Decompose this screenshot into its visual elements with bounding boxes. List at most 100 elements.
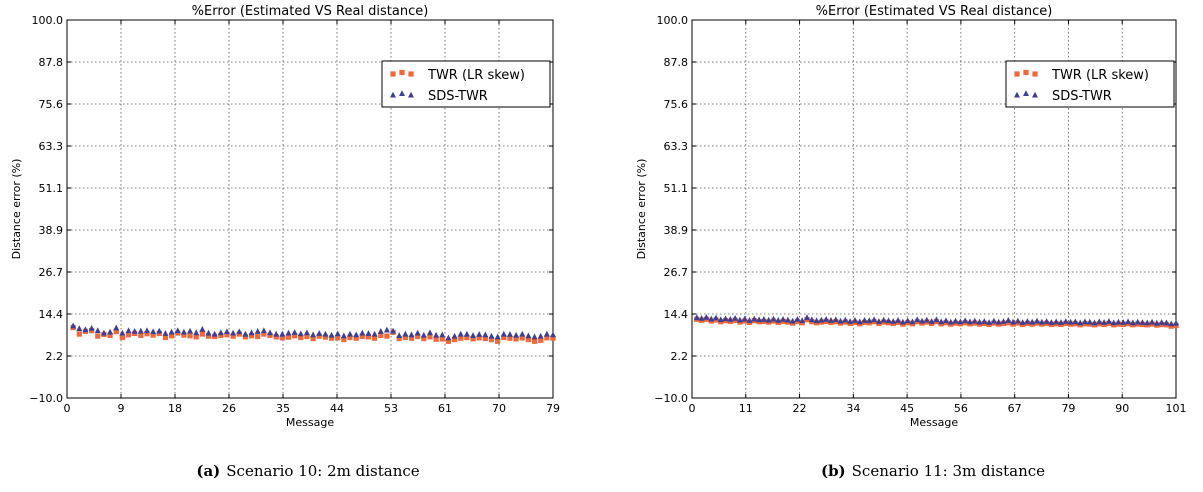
twr-point: [255, 333, 261, 340]
sds-twr-point: [371, 330, 378, 337]
sds-twr-point: [899, 318, 906, 325]
y-tick-label: 100.0: [32, 14, 64, 27]
sds-twr-point: [938, 318, 945, 325]
x-tick-label: 67: [1008, 402, 1022, 415]
sds-twr-point: [794, 316, 801, 322]
twr-point: [464, 334, 470, 341]
sds-twr-point: [236, 328, 243, 335]
sds-twr-point: [942, 317, 949, 324]
sds-twr-point: [823, 316, 830, 322]
x-tick-label: 45: [900, 402, 914, 415]
twr-point: [328, 335, 335, 341]
legend-marker-twr: [399, 69, 405, 76]
caption-a: (a) Scenario 10: 2m distance: [196, 462, 419, 480]
sds-twr-point: [717, 316, 724, 323]
sds-twr-point: [827, 317, 834, 323]
x-tick-label: 70: [492, 402, 506, 415]
legend-marker-sds-twr: [390, 91, 396, 98]
x-tick-label: 9: [118, 402, 125, 415]
twr-point: [205, 333, 212, 339]
sds-twr-point: [494, 333, 501, 340]
twr-point: [495, 338, 501, 344]
twr-point: [181, 332, 187, 338]
x-tick-label: 79: [1061, 402, 1075, 415]
sds-twr-point: [818, 316, 825, 323]
sds-twr-point: [693, 314, 700, 321]
twr-point: [421, 335, 427, 342]
plot-frame: [691, 19, 1177, 399]
twr-point: [353, 335, 359, 341]
sds-twr-point: [880, 316, 887, 323]
sds-twr-point: [962, 317, 969, 324]
legend-marker-sds-twr: [408, 91, 414, 98]
sds-twr-point: [162, 330, 169, 336]
sds-twr-point: [310, 331, 317, 338]
legend-label-sds-twr: SDS-TWR: [428, 89, 488, 104]
sds-twr-point: [205, 329, 212, 336]
caption-b: (b) Scenario 11: 3m distance: [821, 462, 1045, 480]
twr-point: [261, 331, 267, 337]
sds-twr-point: [297, 330, 304, 337]
sds-twr-point: [230, 329, 237, 336]
sds-twr-point: [131, 328, 138, 334]
twr-point: [242, 334, 249, 340]
sds-twr-point: [1000, 318, 1007, 324]
twr-point: [322, 334, 328, 340]
sds-twr-point: [279, 330, 286, 337]
x-tick-label: 26: [222, 402, 236, 415]
sds-twr-point: [365, 330, 372, 336]
sds-twr-point: [291, 329, 298, 335]
y-tick-label: 2.2: [671, 350, 689, 363]
twr-point: [150, 332, 156, 338]
sds-twr-point: [1029, 318, 1036, 325]
twr-point: [439, 336, 445, 342]
x-tick-label: 79: [546, 402, 560, 415]
sds-twr-point: [751, 315, 758, 322]
twr-point: [384, 333, 390, 339]
x-axis-label: Message: [910, 416, 958, 429]
y-tick-label: 87.8: [664, 56, 689, 69]
sds-twr-point: [70, 322, 77, 329]
sds-twr-point: [732, 314, 739, 321]
sds-twr-point: [1043, 318, 1050, 324]
sds-twr-point: [193, 329, 200, 336]
twr-point: [298, 334, 304, 341]
y-tick-label: 51.1: [664, 182, 689, 195]
sds-twr-point: [396, 332, 403, 338]
y-tick-label: 14.4: [39, 308, 64, 321]
sds-twr-point: [1057, 319, 1064, 325]
legend: TWR (LR skew) SDS-TWR: [1005, 60, 1175, 108]
twr-point: [168, 333, 175, 339]
legend-marker-twr: [390, 71, 396, 77]
sds-twr-point: [1139, 319, 1146, 325]
sds-twr-point: [107, 328, 114, 335]
sds-twr-point: [1081, 318, 1088, 325]
x-axis-label: Message: [286, 416, 334, 429]
sds-twr-point: [971, 317, 978, 324]
twr-point: [162, 334, 169, 341]
sds-twr-point: [928, 318, 935, 324]
y-tick-label: 38.9: [664, 224, 689, 237]
sds-twr-point: [1019, 319, 1026, 325]
x-tick-label: 0: [64, 402, 71, 415]
sds-twr-point: [543, 330, 550, 337]
sds-twr-point: [353, 331, 360, 338]
sds-twr-point: [1101, 319, 1108, 325]
sds-twr-point: [260, 327, 267, 334]
sds-twr-point: [986, 319, 993, 325]
sds-twr-point: [933, 316, 940, 323]
twr-point: [378, 332, 384, 339]
sds-twr-point: [451, 332, 458, 339]
sds-twr-point: [445, 334, 452, 341]
sds-twr-point: [1158, 319, 1165, 325]
twr-point: [359, 333, 365, 340]
x-tick-label: 53: [384, 402, 398, 415]
sds-twr-point: [119, 329, 126, 336]
sds-twr-point: [488, 332, 495, 339]
sds-twr-point: [1153, 319, 1160, 326]
caption-a-label: (a): [196, 462, 220, 480]
sds-twr-point: [1149, 318, 1156, 325]
sds-twr-point: [804, 314, 811, 321]
sds-twr-point: [775, 317, 782, 323]
sds-twr-point: [847, 318, 854, 324]
